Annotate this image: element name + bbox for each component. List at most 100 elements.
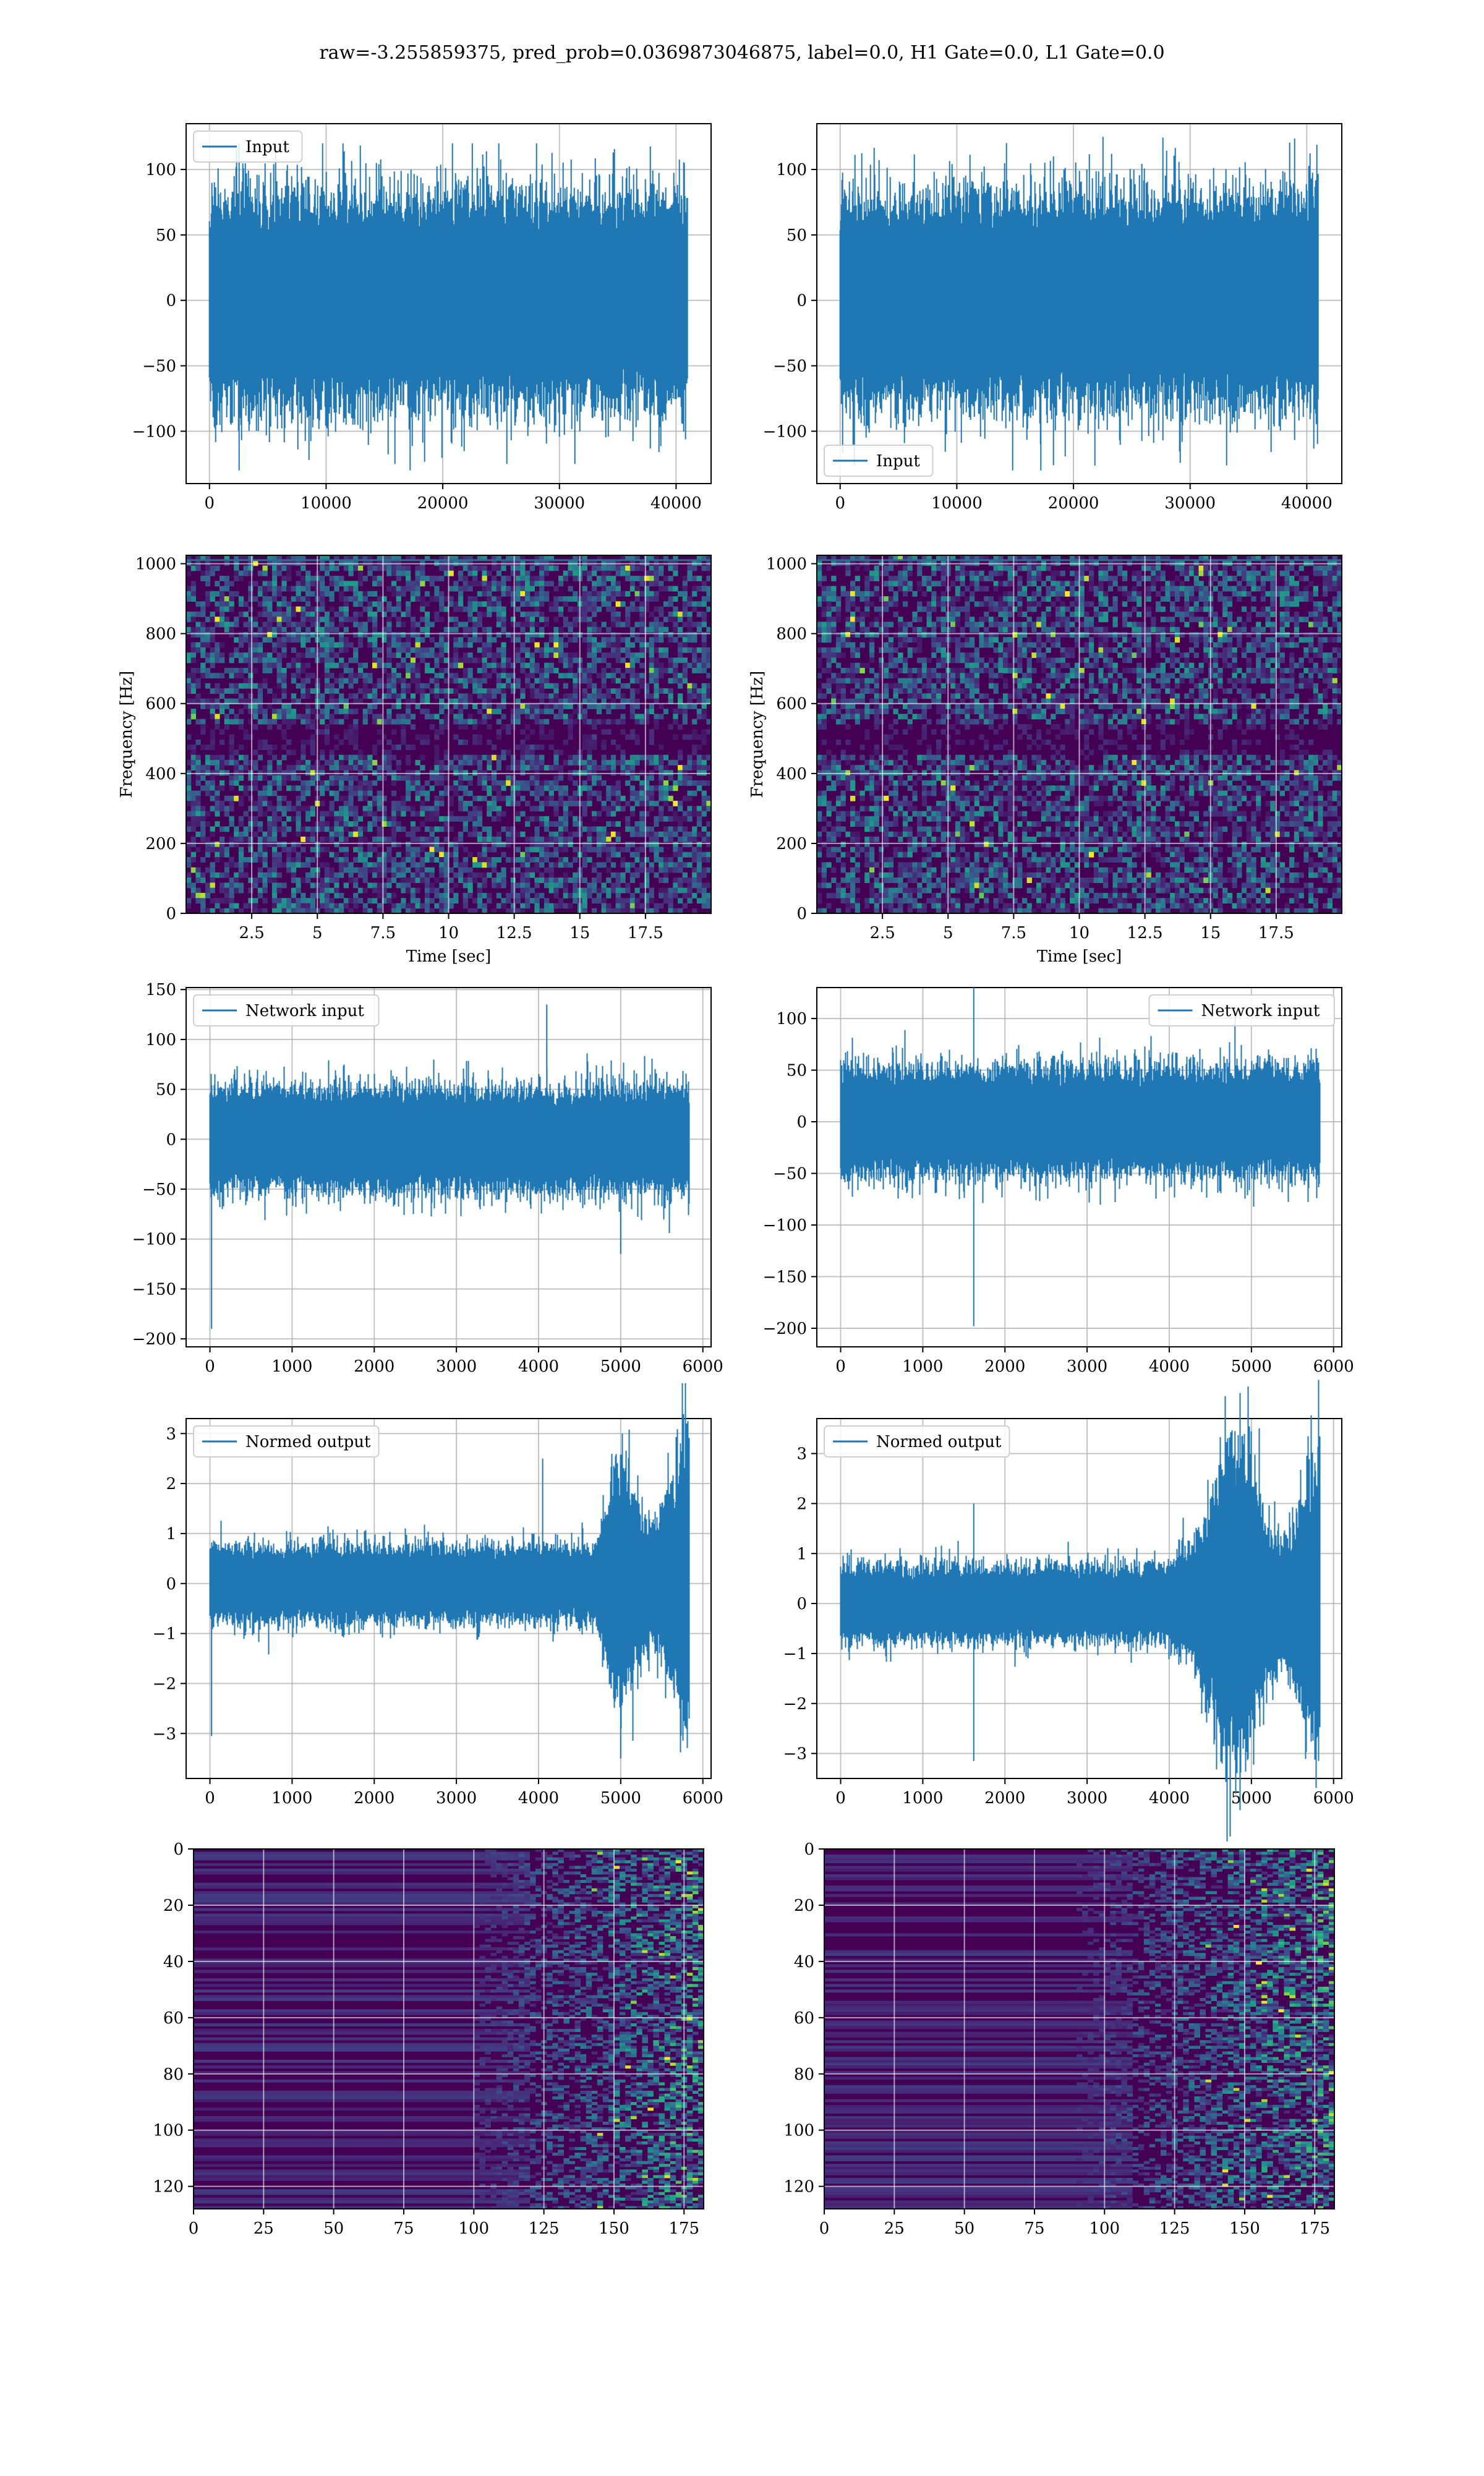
heatmap-cell (320, 862, 325, 868)
heatmap-cell (487, 857, 492, 863)
heatmap-cell (372, 862, 377, 868)
heatmap-cell (687, 811, 692, 817)
heatmap-cell (539, 581, 544, 586)
heatmap-cell (411, 832, 416, 837)
heatmap-cell (477, 821, 482, 827)
heatmap-cell (286, 663, 291, 668)
heatmap-cell (396, 637, 401, 642)
heatmap-cell (277, 765, 282, 771)
heatmap-cell (191, 657, 196, 663)
heatmap-cell (386, 893, 391, 899)
heatmap-cell (458, 785, 463, 791)
heatmap-cell (687, 617, 692, 622)
heatmap-cell (639, 612, 644, 617)
heatmap-cell (1203, 566, 1208, 571)
heatmap-cell (253, 668, 258, 673)
heatmap-cell (654, 576, 659, 581)
heatmap-cell (334, 893, 339, 899)
heatmap-cell (253, 642, 258, 648)
heatmap-cell (401, 801, 406, 806)
heatmap-cell (229, 785, 234, 791)
heatmap-cell (625, 622, 630, 628)
heatmap-cell (301, 566, 305, 571)
heatmap-cell (673, 719, 678, 725)
heatmap-cell (320, 693, 325, 699)
heatmap-cell (344, 816, 349, 822)
heatmap-cell (195, 791, 200, 796)
heatmap-cell (1027, 576, 1032, 581)
heatmap-cell (416, 652, 420, 658)
heatmap-cell (425, 601, 430, 607)
heatmap-cell (372, 601, 377, 607)
heatmap-cell (348, 581, 353, 586)
heatmap-cell (625, 888, 630, 894)
heatmap-cell (869, 576, 874, 581)
heatmap-cell (220, 842, 224, 847)
heatmap-cell (630, 566, 635, 571)
heatmap-cell (310, 868, 315, 873)
heatmap-cell (272, 581, 277, 586)
heatmap-cell (1103, 566, 1108, 571)
heatmap-cell (401, 826, 406, 832)
heatmap-cell (477, 852, 482, 858)
heatmap-cell (339, 806, 344, 811)
heatmap-cell (516, 647, 521, 653)
heatmap-cell (248, 617, 253, 622)
heatmap-cell (191, 673, 196, 678)
heatmap-cell (281, 704, 286, 709)
heatmap-cell (549, 668, 554, 673)
heatmap-cell (520, 780, 525, 786)
heatmap-cell (367, 760, 372, 766)
heatmap-cell (296, 586, 301, 592)
heatmap-cell (248, 877, 253, 883)
heatmap-cell (558, 837, 563, 842)
heatmap-cell (330, 755, 335, 761)
heatmap-cell (659, 704, 663, 709)
heatmap-cell (573, 832, 578, 837)
heatmap-cell (908, 581, 913, 586)
heatmap-cell (1031, 566, 1036, 571)
heatmap-cell (659, 714, 663, 719)
heatmap-cell (687, 632, 692, 638)
heatmap-cell (482, 663, 487, 668)
heatmap-cell (330, 657, 335, 663)
heatmap-cell (434, 678, 439, 684)
heatmap-cell (272, 745, 277, 750)
heatmap-cell (363, 811, 368, 817)
heatmap-cell (344, 801, 349, 806)
heatmap-cell (439, 719, 444, 725)
heatmap-cell (606, 673, 611, 678)
heatmap-cell (291, 873, 296, 878)
heatmap-cell (487, 811, 492, 817)
heatmap-cell (205, 837, 210, 842)
heatmap-cell (425, 873, 430, 878)
heatmap-cell (291, 893, 296, 899)
heatmap-cell (406, 612, 411, 617)
heatmap-cell (501, 826, 506, 832)
heatmap-cell (334, 852, 339, 858)
heatmap-cell (673, 714, 678, 719)
heatmap-cell (195, 601, 200, 607)
heatmap-cell (477, 765, 482, 771)
x-tick-label: 0 (835, 494, 845, 513)
heatmap-cell (320, 657, 325, 663)
heatmap-cell (367, 898, 372, 903)
heatmap-cell (358, 642, 363, 648)
heatmap-cell (520, 745, 525, 750)
heatmap-cell (492, 601, 497, 607)
heatmap-cell (286, 816, 291, 822)
heatmap-cell (277, 637, 282, 642)
heatmap-cell (687, 601, 692, 607)
heatmap-cell (639, 785, 644, 791)
heatmap-cell (244, 622, 249, 628)
heatmap-cell (391, 873, 396, 878)
heatmap-cell (1237, 571, 1242, 576)
heatmap-cell (281, 566, 286, 571)
heatmap-cell (301, 903, 305, 909)
heatmap-cell (668, 816, 673, 822)
heatmap-cell (587, 601, 592, 607)
y-tick-label: 0 (166, 905, 176, 923)
heatmap-cell (339, 893, 344, 899)
heatmap-cell (239, 857, 244, 863)
